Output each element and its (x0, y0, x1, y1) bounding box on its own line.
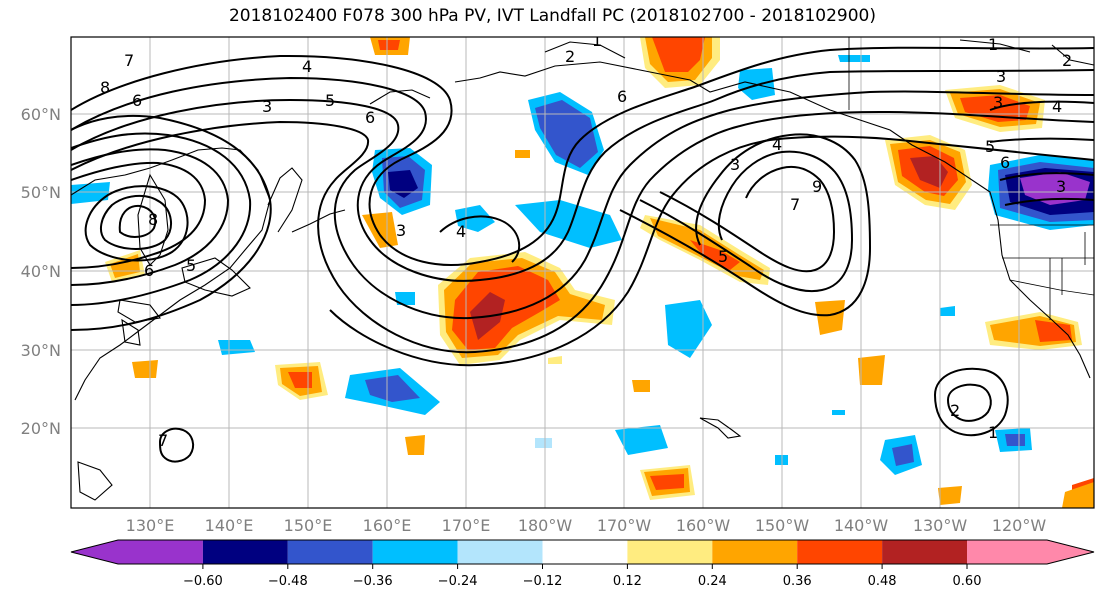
contour-label: 2 (950, 401, 960, 420)
pv-contours (71, 46, 1094, 463)
colorbar-tick-label: 0.12 (613, 574, 642, 589)
borders (848, 37, 1094, 320)
contour-label: 1 (988, 423, 998, 442)
contour-label: 5 (985, 137, 995, 156)
map-frame (70, 36, 1095, 509)
lon-label: 130°E (126, 516, 175, 535)
contour-label: 5 (186, 256, 196, 275)
lon-label: 150°E (284, 516, 333, 535)
contour-label: 1 (592, 31, 602, 50)
lon-label: 160°E (363, 516, 412, 535)
lat-label: 20°N (21, 419, 61, 438)
contour-label: 6 (144, 261, 154, 280)
contour-label: 2 (565, 47, 575, 66)
lon-label: 150°W (755, 516, 810, 535)
lon-label: 180°W (518, 516, 573, 535)
contour-label: 2 (1062, 51, 1072, 70)
colorbar-tick-label: 0.48 (868, 574, 897, 589)
colorbar-tick-label: −0.60 (183, 574, 223, 589)
lon-label: 170°E (442, 516, 491, 535)
contour-label: 1 (988, 35, 998, 54)
colorbar-extend-high (1047, 540, 1094, 564)
lat-label: 60°N (21, 105, 61, 124)
colorbar-segment (372, 540, 458, 564)
contour-label: 3 (993, 93, 1003, 112)
colorbar-segment (542, 540, 628, 564)
contour-label: 7 (790, 195, 800, 214)
lat-label: 50°N (21, 183, 61, 202)
contour-label: 4 (302, 57, 312, 76)
contour-label: 7 (158, 431, 168, 450)
colorbar-segment (967, 540, 1047, 564)
latitude-labels: 60°N 50°N 40°N 30°N 20°N (21, 105, 61, 438)
contour-label: 3 (996, 67, 1006, 86)
contour-label: 3 (396, 221, 406, 240)
map-panel: 8 7 6 4 3 5 6 8 5 6 4 3 2 1 6 3 4 9 7 5 … (71, 31, 1094, 508)
colorbar-segment (202, 540, 288, 564)
lat-label: 30°N (21, 341, 61, 360)
contour-label: 5 (718, 247, 728, 266)
contour-label: 4 (1052, 97, 1062, 116)
colorbar-segment (627, 540, 713, 564)
coastlines (71, 39, 1094, 501)
longitude-labels: 130°E 140°E 150°E 160°E 170°E 180°W 170°… (126, 516, 1047, 535)
lon-label: 170°W (597, 516, 652, 535)
lon-label: 120°W (992, 516, 1047, 535)
colorbar-segment (712, 540, 798, 564)
contour-label: 3 (262, 97, 272, 116)
contour-label: 6 (1000, 153, 1010, 172)
colorbar-segment (287, 540, 373, 564)
lon-label: 160°W (676, 516, 731, 535)
contour-label: 3 (730, 155, 740, 174)
contour-label: 3 (1056, 177, 1066, 196)
contour-label: 9 (812, 177, 822, 196)
lon-label: 130°W (913, 516, 968, 535)
colorbar-tick-label: −0.48 (268, 574, 308, 589)
contour-label: 8 (100, 78, 110, 97)
colorbar-tick-label: 0.60 (953, 574, 982, 589)
colorbar-segment (797, 540, 883, 564)
contour-labels: 8 7 6 4 3 5 6 8 5 6 4 3 2 1 6 3 4 9 7 5 … (100, 31, 1072, 450)
colorbar-extend-low (71, 540, 118, 564)
contour-label: 8 (148, 210, 158, 229)
map-title: 2018102400 F078 300 hPa PV, IVT Landfall… (228, 6, 876, 26)
lon-label: 140°E (205, 516, 254, 535)
colorbar-tick-label: −0.12 (523, 574, 563, 589)
contour-label: 5 (325, 91, 335, 110)
contour-label: 6 (617, 87, 627, 106)
colorbar-segment (882, 540, 967, 564)
contour-label: 6 (132, 91, 142, 110)
gridlines (71, 37, 1094, 508)
colorbar-tick-label: −0.36 (353, 574, 393, 589)
lat-label: 40°N (21, 262, 61, 281)
colorbar-tick-label: 0.36 (783, 574, 812, 589)
colorbar-tick-label: 0.24 (698, 574, 727, 589)
colorbar-tick-label: −0.24 (438, 574, 478, 589)
contour-label: 4 (456, 222, 466, 241)
colorbar: −0.60 −0.48 −0.36 −0.24 −0.12 0.12 0.24 … (70, 539, 1095, 589)
contour-label: 7 (124, 51, 134, 70)
lon-label: 140°W (834, 516, 889, 535)
contour-label: 6 (365, 108, 375, 127)
colorbar-segment (118, 540, 203, 564)
contour-label: 4 (772, 135, 782, 154)
colorbar-segment (457, 540, 543, 564)
